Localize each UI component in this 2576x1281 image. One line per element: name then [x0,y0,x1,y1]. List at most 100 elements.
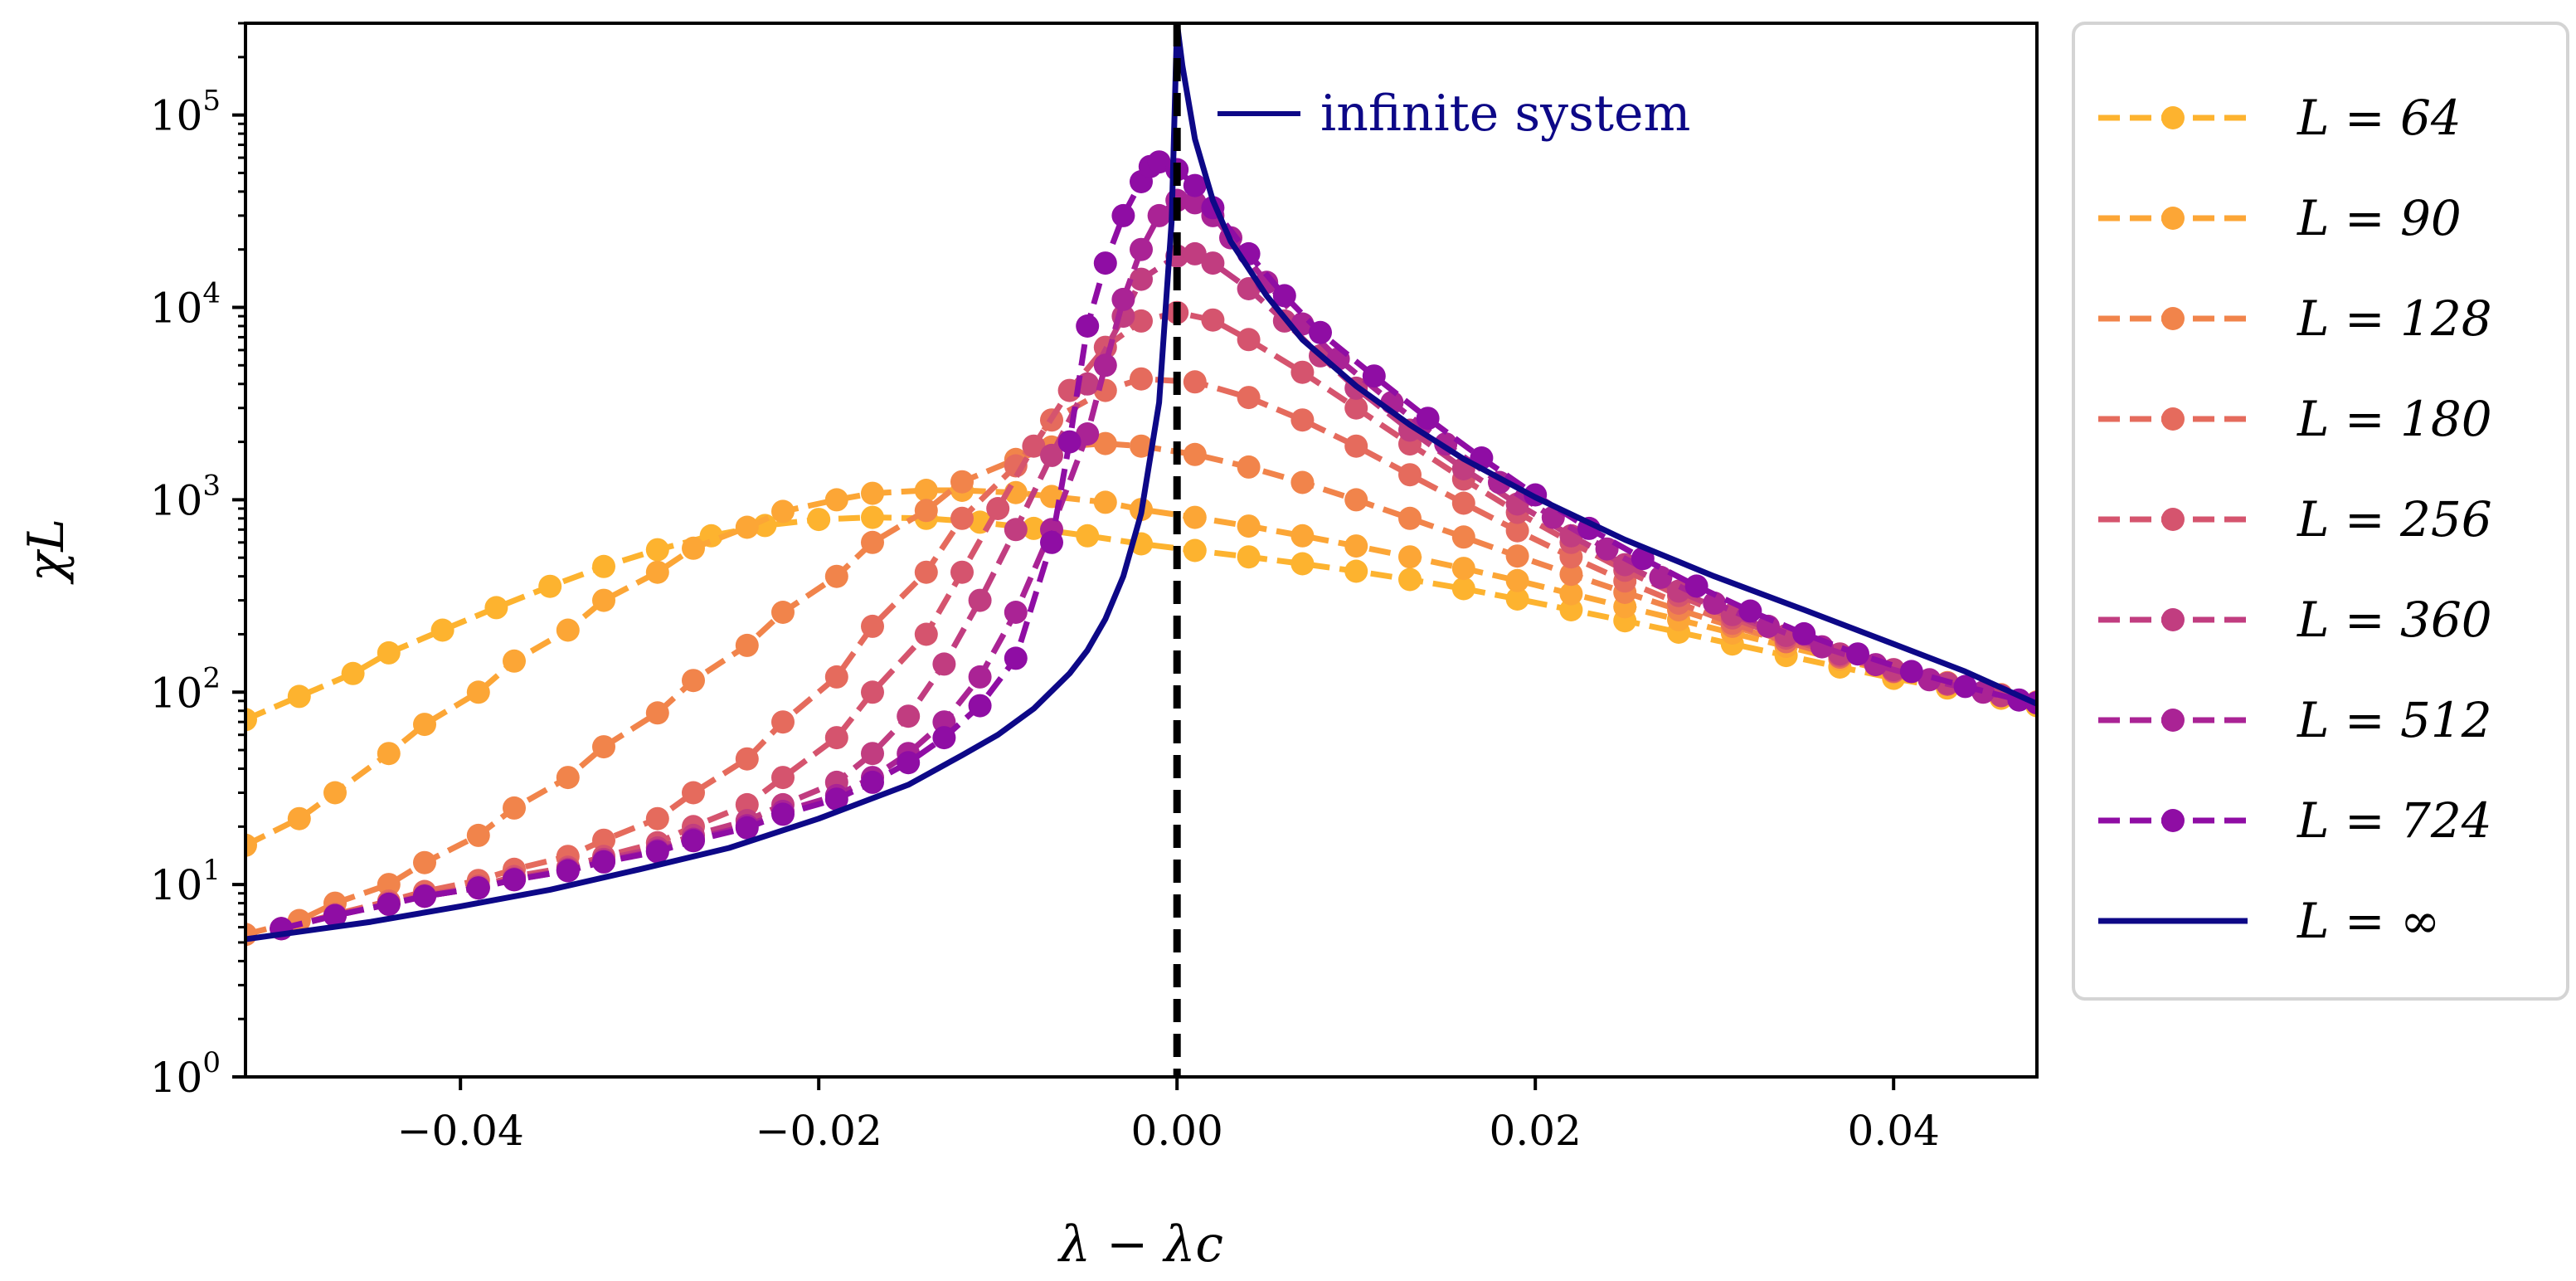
data-point [824,564,848,588]
data-point [1398,463,1422,487]
series-line [245,23,2037,942]
data-point [968,588,992,612]
data-point [1738,599,1762,623]
y-tick-exponent: 5 [202,85,221,118]
data-point [861,505,884,529]
data-point [1290,360,1315,384]
data-point [735,816,759,840]
data-point [914,499,938,523]
data-point [503,868,526,892]
data-point [1004,518,1028,542]
data-point [645,538,669,562]
x-tick-label: −0.02 [756,1107,882,1155]
data-point [503,796,526,820]
legend-swatch-marker [2161,407,2185,431]
data-point [1398,506,1422,530]
data-point [1183,442,1207,466]
data-point [1201,308,1225,332]
data-point [323,781,347,805]
y-tick-base: 10 [150,285,203,333]
data-point [1183,173,1207,197]
data-point [645,840,669,864]
data-point [1344,559,1368,583]
data-point [1362,364,1386,388]
data-point [1290,552,1315,576]
data-point [1147,203,1171,227]
x-tick-label: 0.02 [1490,1107,1582,1155]
annotation: infinite system [1218,85,1690,143]
legend-entry: L = 256 [2098,491,2492,548]
data-point [1237,328,1261,352]
y-axis-label: χL [17,519,75,585]
legend-label: L = 512 [2297,692,2492,748]
series-9 [245,23,2037,942]
data-point [771,601,795,624]
series-layer [245,23,2037,947]
y-tick-exponent: 1 [202,854,221,887]
x-tick-label: 0.04 [1848,1107,1940,1155]
data-point [1040,443,1063,467]
data-point [1183,505,1207,529]
series-line [280,158,2037,932]
data-point [1792,621,1816,645]
data-point [682,829,705,853]
data-point [1076,314,1100,338]
data-point [592,735,615,759]
data-point [1398,567,1422,592]
data-point [1344,488,1368,512]
y-tick-label: 104 [150,277,221,333]
legend-entry: L = 724 [2098,792,2492,849]
data-point [556,618,580,642]
data-point [861,770,884,794]
data-point [824,665,848,689]
data-point [1022,434,1046,458]
data-point [1130,237,1153,261]
data-point [1093,431,1117,455]
legend-entry: L = 128 [2098,290,2492,347]
data-point [1309,320,1332,344]
data-point [1237,455,1261,479]
legend-label: L = 90 [2297,190,2462,246]
data-point [1757,614,1780,638]
data-point [1505,519,1529,543]
data-point [771,802,795,826]
data-point [1057,430,1081,454]
data-point [341,661,365,685]
data-point [466,876,490,900]
data-point [245,833,257,857]
data-point [1272,284,1296,308]
legend-label: L = 724 [2297,792,2492,849]
legend-swatch-marker [2161,608,2185,631]
data-point [377,873,401,897]
data-point [968,694,992,718]
x-tick-label: 0.00 [1131,1107,1223,1155]
data-point [592,588,615,612]
data-point [592,554,615,578]
data-point [1290,470,1315,494]
y-tick-base: 10 [150,1054,203,1102]
data-point [986,497,1010,520]
y-tick-exponent: 2 [202,661,221,694]
data-point [1111,287,1135,311]
legend-items: L = 64 L = 90 L = 128 L = 180 L = 256 L = 360… [2098,90,2492,949]
data-point [1917,668,1942,692]
data-point [503,649,526,673]
data-point [1505,568,1529,592]
y-tick-label: 102 [150,661,221,717]
data-point [1147,150,1171,174]
data-point [377,742,401,766]
y-tick-label: 100 [150,1046,221,1102]
data-point [323,904,347,928]
data-point [682,669,705,693]
data-point [1201,251,1225,275]
data-point [1971,680,1995,704]
data-point [861,742,884,766]
data-point [1344,396,1368,420]
data-point [287,684,311,709]
legend-box [2072,22,2569,1001]
data-point [1559,563,1583,587]
legend-entry: L = 512 [2098,692,2492,748]
data-point [1183,191,1207,215]
legend-label: L = 360 [2297,592,2492,648]
data-point [771,710,795,734]
